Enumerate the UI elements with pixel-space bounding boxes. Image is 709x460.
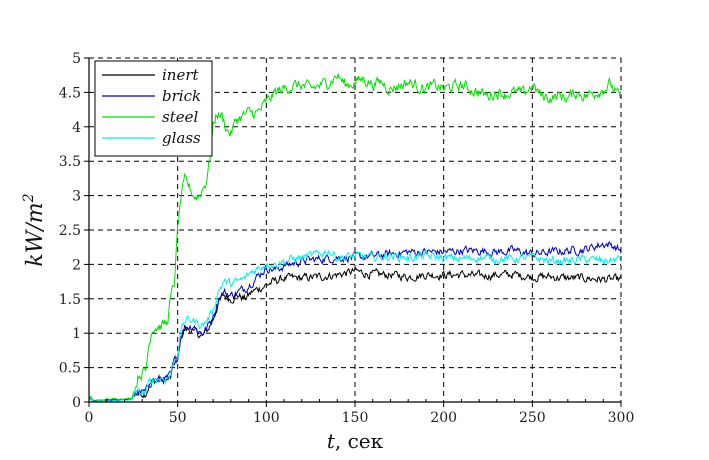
x-axis-label: t, сек <box>327 429 384 453</box>
y-tick-label: 3.5 <box>59 154 81 170</box>
legend: inert brick steel glass <box>94 60 213 157</box>
y-tick-label: 2.5 <box>59 223 81 239</box>
x-tick-label: 250 <box>519 410 546 426</box>
legend-box <box>94 60 213 157</box>
y-tick-label: 4 <box>72 120 81 136</box>
y-tick-label: 3 <box>72 189 81 205</box>
x-tick-label: 50 <box>169 410 187 426</box>
y-axis-label: kW/m2 <box>21 193 48 266</box>
y-tick-label: 0 <box>72 395 81 411</box>
x-tick-label: 0 <box>85 410 94 426</box>
x-tick-label: 150 <box>342 410 369 426</box>
y-tick-label: 0.5 <box>59 361 81 377</box>
y-tick-label: 2 <box>72 257 81 273</box>
y-tick-label: 1.5 <box>59 292 81 308</box>
x-tick-label: 300 <box>608 410 635 426</box>
legend-label-brick: brick <box>162 87 201 105</box>
axis-ticks: 0 50 100 150 200 250 300 0 0.5 1 1.5 2 2.5 3 3.5 4 4.5 5 <box>59 51 635 426</box>
y-tick-label: 1 <box>72 326 81 342</box>
series-line-brick <box>88 240 622 402</box>
legend-label-steel: steel <box>162 108 198 126</box>
y-tick-label: 5 <box>72 51 81 67</box>
legend-label-inert: inert <box>162 66 200 84</box>
series-line-glass <box>88 249 622 402</box>
x-tick-label: 200 <box>430 410 457 426</box>
legend-label-glass: glass <box>162 129 201 147</box>
x-tick-label: 100 <box>253 410 280 426</box>
y-tick-label: 4.5 <box>59 85 81 101</box>
series-line-steel <box>88 73 622 402</box>
data-series <box>88 73 622 402</box>
